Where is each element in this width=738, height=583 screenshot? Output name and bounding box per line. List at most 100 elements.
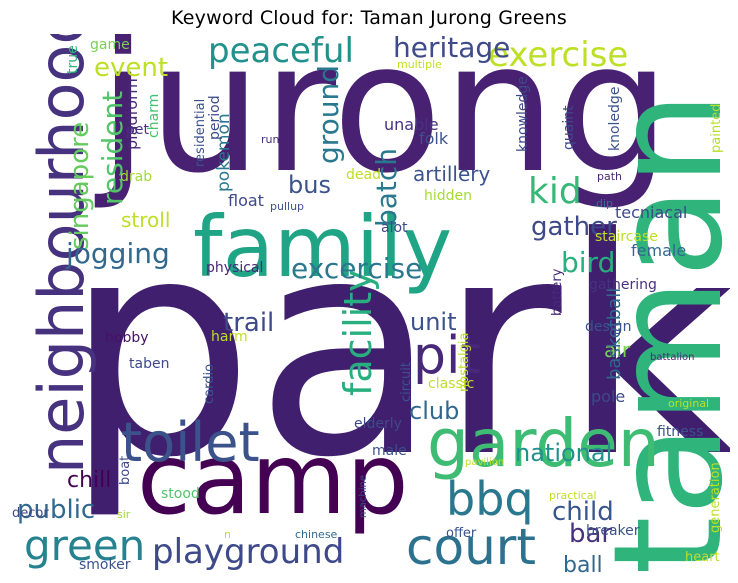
word-offer: offer [446, 526, 477, 541]
word-gather: gather [531, 212, 617, 242]
word-exercise: exercise [488, 35, 628, 75]
word-pokemon: pokemon [214, 113, 234, 192]
word-batch: batch [370, 148, 403, 227]
word-heritage: heritage [393, 34, 510, 64]
chart-title: Keyword Cloud for: Taman Jurong Greens [171, 7, 567, 29]
word-heart: heart [685, 550, 720, 565]
word-green: green [24, 521, 145, 570]
word-machine: machine [358, 475, 369, 518]
word-bird: bird [561, 246, 615, 279]
word-neighbourhood: neighbourhood [25, 34, 98, 474]
word-jogging: jogging [65, 237, 170, 270]
word-path: path [597, 170, 622, 183]
word-quaint: quaint [561, 105, 577, 150]
word-dip: dip [596, 197, 613, 210]
word-public: public [17, 495, 95, 525]
word-resident: resident [96, 91, 129, 205]
word-cardio: cardio [202, 364, 217, 404]
word-classic: classic [428, 376, 474, 392]
word-drab: drab [120, 169, 152, 185]
word-alot: alot [381, 220, 408, 236]
word-float: float [228, 191, 264, 210]
word-female: female [631, 241, 686, 260]
word-bar: bar [569, 519, 612, 549]
word-staircase: staircase [595, 229, 658, 245]
word-game: game [90, 37, 130, 53]
word-tecniacal: tecniacal [615, 203, 687, 222]
word-charm: charm [146, 94, 162, 138]
word-garden: garden [427, 405, 660, 482]
word-jurong: jurong [94, 34, 671, 213]
word-physical: physical [206, 260, 263, 276]
word-circuit: circuit [399, 362, 414, 402]
word-harm: harm [211, 329, 248, 345]
word-pullup: pullup [270, 200, 304, 213]
word-smoker: smoker [79, 557, 131, 573]
word-hobby: hobby [105, 330, 149, 346]
word-battalion: battalion [650, 352, 694, 363]
word-decor: decor [12, 506, 49, 521]
word-cloud-frame: park jurong taman camp family neighbourhood ga… [8, 34, 730, 578]
word-pavilion: pavilion [465, 457, 504, 468]
word-taman: taman [582, 91, 730, 575]
word-true: true [65, 45, 81, 74]
word-court: court [406, 518, 536, 576]
word-peaceful: peaceful [208, 34, 354, 71]
word-n: n [224, 528, 231, 541]
word-battery: battery [550, 268, 565, 316]
word-dead: dead [346, 167, 381, 183]
word-folk: folk [419, 129, 449, 148]
word-sir: sir [117, 508, 131, 521]
word-fitness: fitness [657, 424, 703, 440]
word-hidden: hidden [424, 188, 472, 204]
word-ball: ball [563, 553, 603, 578]
word-pit: pit [413, 326, 481, 386]
word-camp: camp [137, 423, 409, 537]
word-generation: generation [708, 462, 723, 533]
word-elderly: elderly [354, 416, 402, 432]
word-park: park [64, 174, 730, 523]
word-pladform: pladform [122, 78, 141, 150]
word-chinese: chinese [295, 528, 338, 541]
word-national: national [515, 439, 612, 467]
word-unable: unable [384, 115, 439, 134]
word-basketball: basketball [604, 288, 625, 380]
word-residential: residential [193, 99, 208, 167]
word-taben: taben [129, 356, 169, 372]
word-bus: bus [288, 171, 331, 199]
word-excercise: excercise [291, 252, 422, 285]
word-bbq: bbq [446, 472, 534, 526]
word-period: period [207, 95, 223, 140]
word-air: air [604, 338, 631, 362]
word-singapore: singapore [65, 122, 95, 250]
word-facility: facility [336, 269, 380, 396]
word-pole: pole [591, 387, 625, 406]
word-boat: boat [118, 456, 133, 485]
word-ground: ground [312, 65, 345, 164]
word-stood: stood [161, 486, 200, 502]
word-toilet: toilet [121, 411, 260, 474]
word-original: original [668, 397, 709, 410]
word-practical: practical [549, 489, 597, 502]
word-male: male [372, 443, 407, 459]
word-club: club [409, 397, 459, 425]
word-run: run [261, 133, 279, 146]
word-nostalgia: nostalgia [457, 333, 472, 392]
word-unit: unit [410, 308, 457, 336]
word-playground: playground [152, 532, 344, 572]
word-child: child [552, 497, 614, 527]
word-family: family [193, 198, 452, 296]
word-gathering: gathering [589, 277, 657, 293]
word-pet: pet [126, 122, 150, 138]
word-painted: painted [709, 104, 724, 153]
word-trail: trail [223, 308, 274, 338]
word-chill: chill [67, 468, 111, 493]
word-event: event [94, 53, 168, 83]
word-kid: kid [528, 171, 582, 212]
word-artillery: artillery [413, 162, 491, 186]
word-multiple: multiple [397, 58, 442, 71]
word-breaker: breaker [586, 523, 640, 539]
word-design: design [585, 319, 631, 335]
